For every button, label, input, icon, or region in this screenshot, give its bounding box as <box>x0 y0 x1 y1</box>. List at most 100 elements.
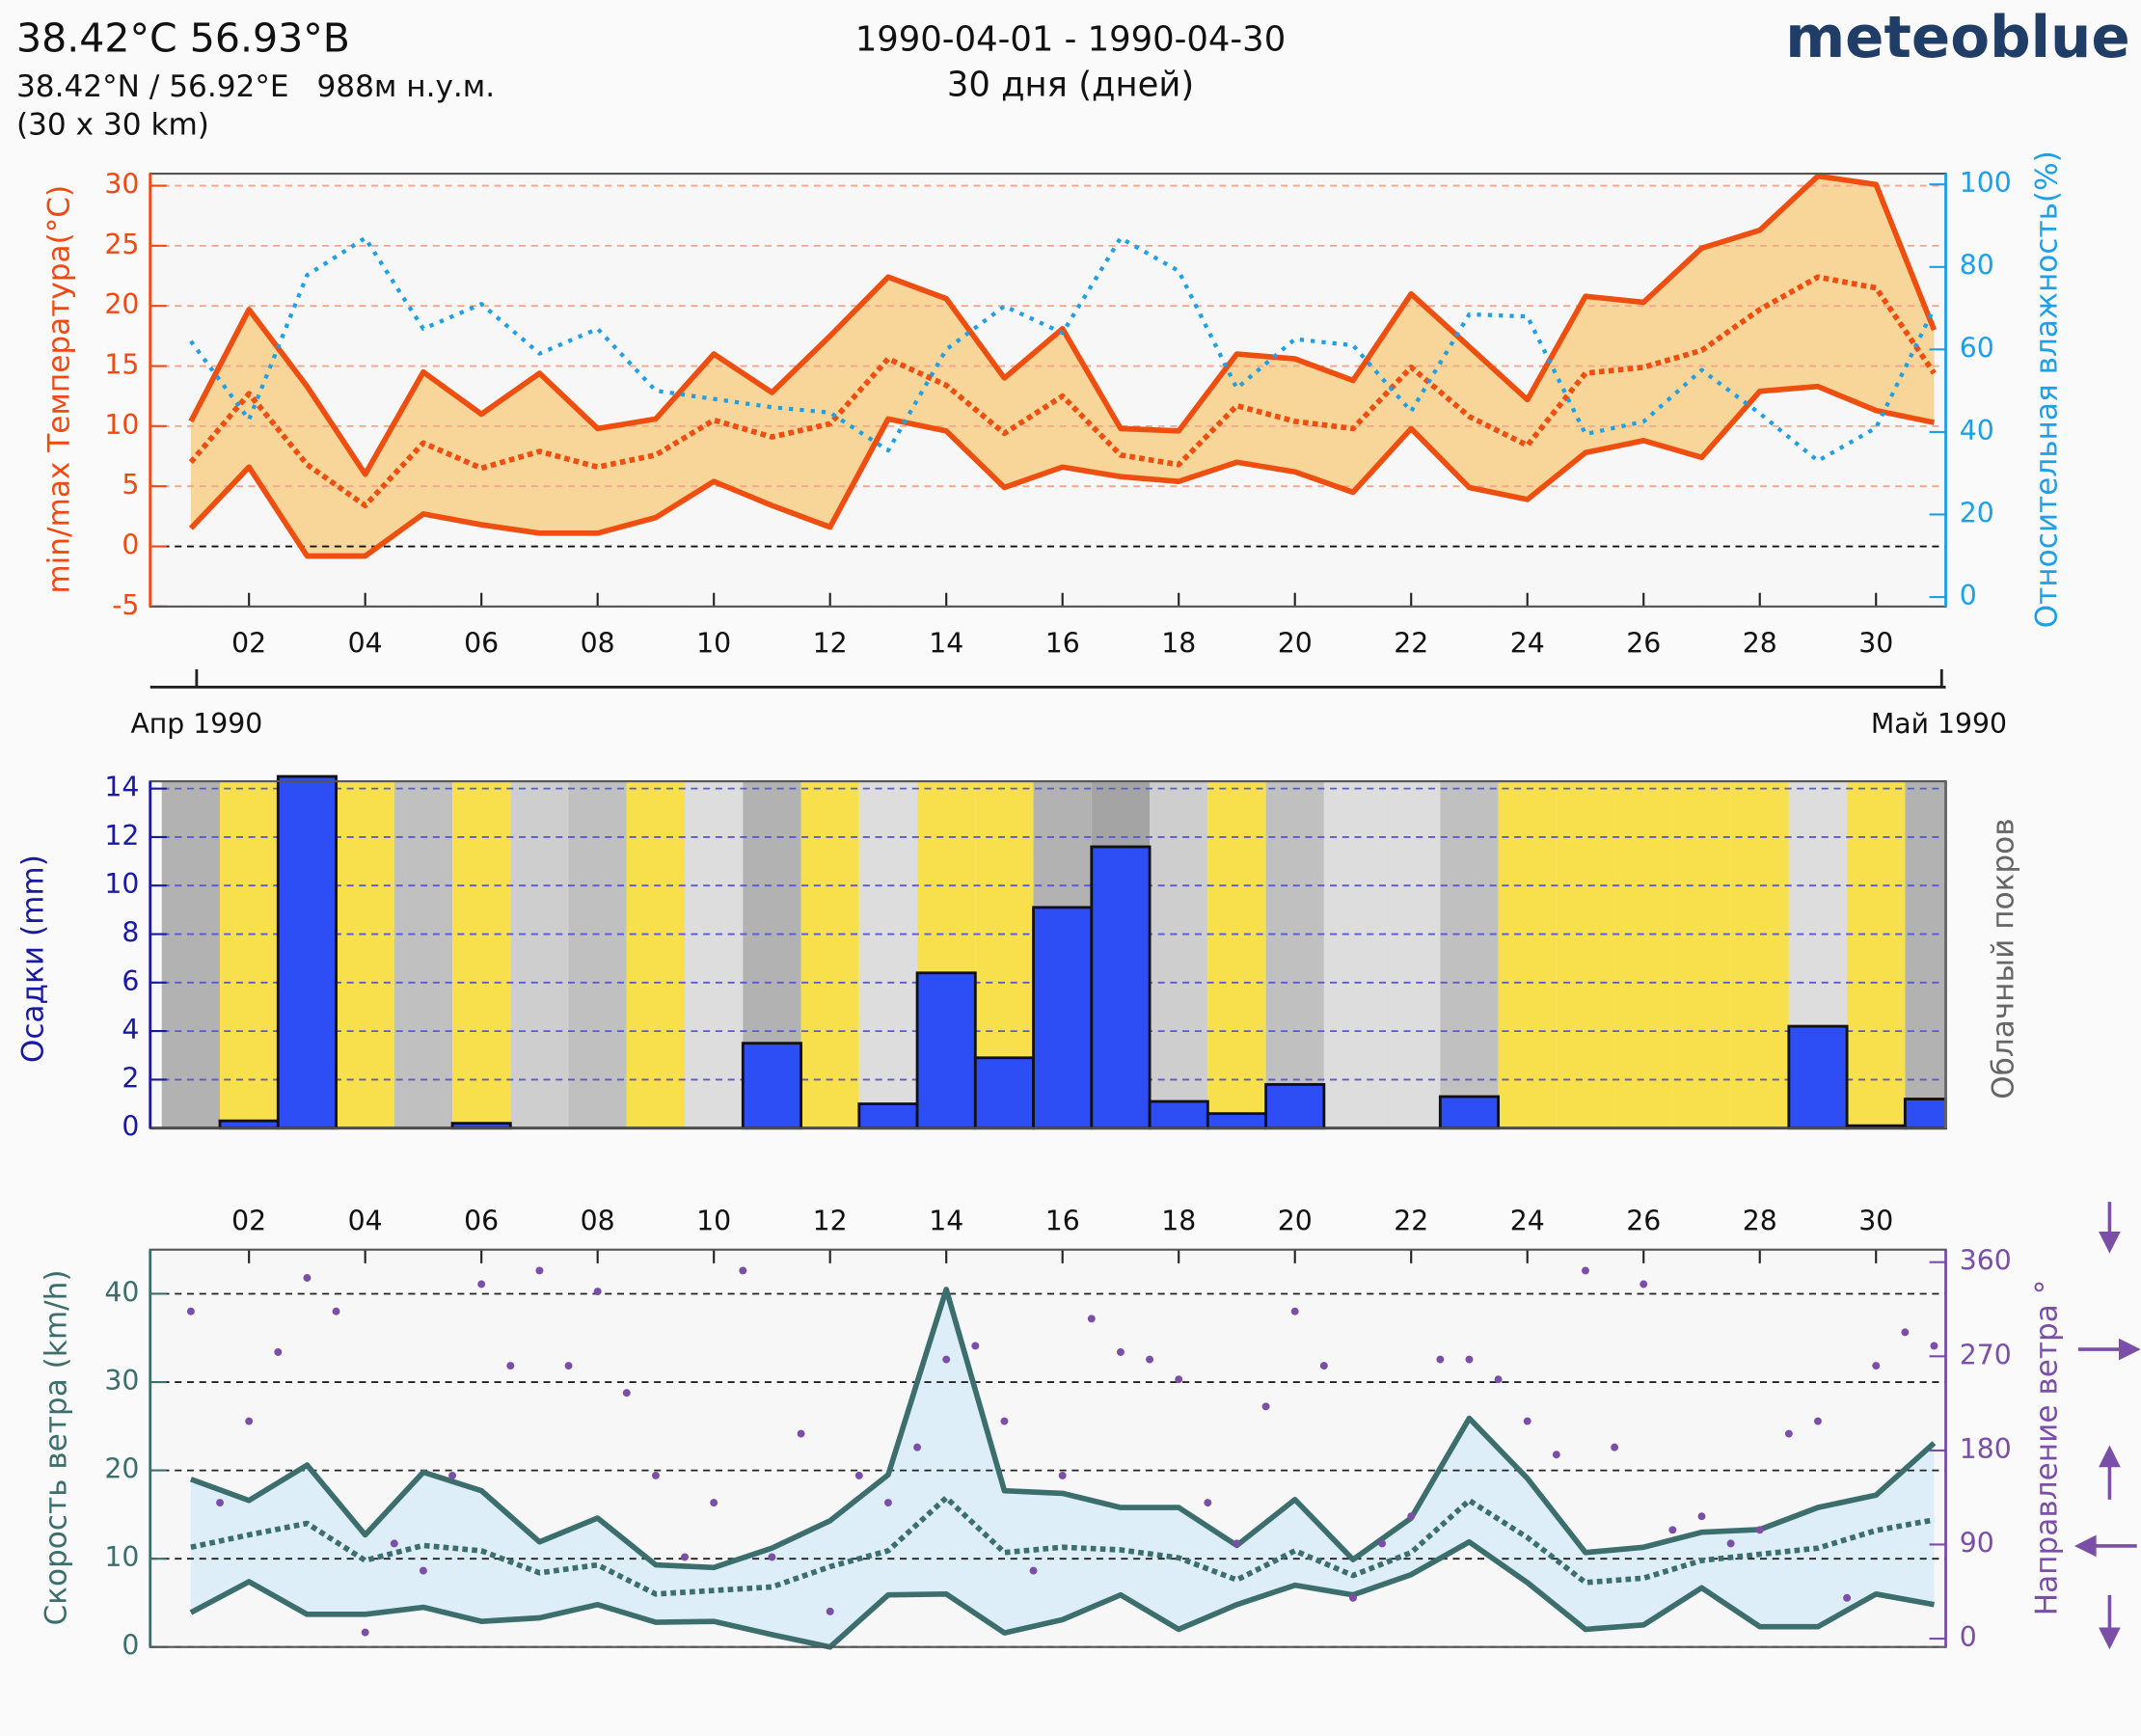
y-axis-title: min/max Температура(°C) <box>41 185 76 594</box>
y2-axis-title: Относительная влажность(%) <box>2030 150 2065 628</box>
direction-dot <box>913 1443 922 1451</box>
direction-dot <box>274 1348 283 1356</box>
direction-dot <box>1465 1355 1474 1364</box>
cloud-cover <box>452 781 511 1128</box>
x-tick-label: 30 <box>1858 1205 1893 1236</box>
location-title: 38.42°C 56.93°B <box>16 15 350 62</box>
cloud-cover <box>1150 781 1208 1128</box>
x-tick-label: 26 <box>1626 1205 1661 1236</box>
y-tick-label: 30 <box>104 1365 139 1397</box>
direction-dot <box>1755 1526 1764 1534</box>
y-tick-label: 30 <box>104 169 139 201</box>
cloud-cover <box>568 781 627 1128</box>
cloud-cover <box>1498 781 1557 1128</box>
brand-logo: meteoblue <box>1785 5 2129 71</box>
y-tick-label: 20 <box>104 1453 139 1485</box>
direction-dot <box>797 1429 805 1438</box>
coordinates: 38.42°N / 56.92°E <box>16 69 289 104</box>
direction-dot <box>593 1288 602 1296</box>
bar <box>973 1056 1035 1130</box>
cloud-cover <box>1440 781 1499 1128</box>
x-tick-label: 16 <box>1045 628 1080 660</box>
bar <box>1903 1098 1947 1130</box>
direction-dot <box>1348 1593 1357 1602</box>
bar <box>915 971 977 1130</box>
bar <box>741 1042 802 1130</box>
direction-dot <box>216 1499 225 1507</box>
cloud-cover <box>800 781 859 1128</box>
x-tick-label: 12 <box>813 1205 848 1236</box>
y2-axis-title: Облачный покров <box>1986 818 2020 1099</box>
direction-dot <box>1901 1328 1910 1337</box>
direction-dot <box>245 1417 254 1425</box>
y2-tick-label: 60 <box>1960 332 1994 364</box>
x-tick-label: 08 <box>581 1205 615 1236</box>
y2-tick-label: 0 <box>1960 1621 1977 1653</box>
x-tick-label: 30 <box>1858 628 1893 660</box>
direction-dot <box>826 1607 834 1615</box>
direction-dot <box>1436 1355 1445 1364</box>
direction-dot <box>1029 1566 1038 1575</box>
direction-dot <box>1668 1526 1677 1534</box>
y-tick-label: 2 <box>122 1062 139 1094</box>
cloud-cover <box>393 781 453 1128</box>
x-tick-label: 12 <box>813 628 848 660</box>
direction-dot <box>942 1355 951 1364</box>
direction-dot <box>506 1362 515 1370</box>
y-axis-title: Скорость ветра (km/h) <box>39 1269 73 1625</box>
direction-dot <box>448 1471 457 1479</box>
direction-dot <box>1726 1539 1735 1548</box>
y-tick-label: 0 <box>122 1630 139 1662</box>
x-tick-label: 22 <box>1394 628 1428 660</box>
period: 1990-04-01 - 1990-04-30 <box>855 20 1286 60</box>
cloud-cover <box>220 781 279 1128</box>
direction-dot <box>1697 1512 1706 1521</box>
line <box>188 383 1936 559</box>
direction-dot <box>1378 1539 1387 1548</box>
x-tick-label: 08 <box>581 628 615 660</box>
y-tick-label: 0 <box>122 1111 139 1143</box>
x-tick-label: 20 <box>1278 1205 1313 1236</box>
x-tick-label: 14 <box>929 1205 963 1236</box>
y-tick-label: 10 <box>104 1541 139 1573</box>
line <box>189 1538 1935 1650</box>
y-tick-label: 10 <box>104 868 139 900</box>
direction-dot <box>1814 1417 1822 1425</box>
x-tick-label: 10 <box>696 1205 731 1236</box>
x-tick-label: 06 <box>464 628 499 660</box>
direction-dot <box>1611 1443 1619 1451</box>
direction-dot <box>303 1274 312 1282</box>
direction-dot <box>1204 1499 1212 1507</box>
bar <box>1206 1112 1268 1130</box>
y-tick-label: 25 <box>104 229 139 260</box>
cloud-cover <box>1323 781 1383 1128</box>
cloud-cover <box>1905 781 1946 1128</box>
y-tick-label: 20 <box>104 288 139 320</box>
y-tick-label: 4 <box>122 1014 139 1045</box>
direction-dot <box>768 1553 776 1561</box>
direction-dot <box>332 1307 340 1316</box>
direction-dot <box>681 1553 690 1561</box>
direction-dot <box>1319 1362 1328 1370</box>
y2-tick-label: 80 <box>1960 250 1994 282</box>
elevation: 988м н.у.м. <box>316 69 495 104</box>
direction-dot <box>1784 1429 1793 1438</box>
y2-tick-label: 0 <box>1960 580 1977 611</box>
direction-dot <box>1087 1315 1096 1323</box>
direction-dot <box>710 1499 718 1507</box>
y2-tick-label: 20 <box>1960 497 1994 529</box>
resolution: (30 x 30 km) <box>16 108 209 143</box>
x-tick-label: 06 <box>464 1205 499 1236</box>
bar <box>276 774 338 1130</box>
direction-dot <box>971 1342 980 1350</box>
line-y2 <box>189 235 1937 463</box>
direction-dot <box>535 1266 544 1275</box>
direction-dot <box>1000 1417 1009 1425</box>
x-tick-label: 02 <box>231 628 266 660</box>
x-tick-label: 16 <box>1045 1205 1080 1236</box>
direction-dot <box>1552 1451 1560 1459</box>
x-tick-label: 18 <box>1161 1205 1196 1236</box>
cloud-cover <box>510 781 569 1128</box>
bar <box>857 1102 919 1130</box>
direction-dot <box>1640 1280 1648 1288</box>
